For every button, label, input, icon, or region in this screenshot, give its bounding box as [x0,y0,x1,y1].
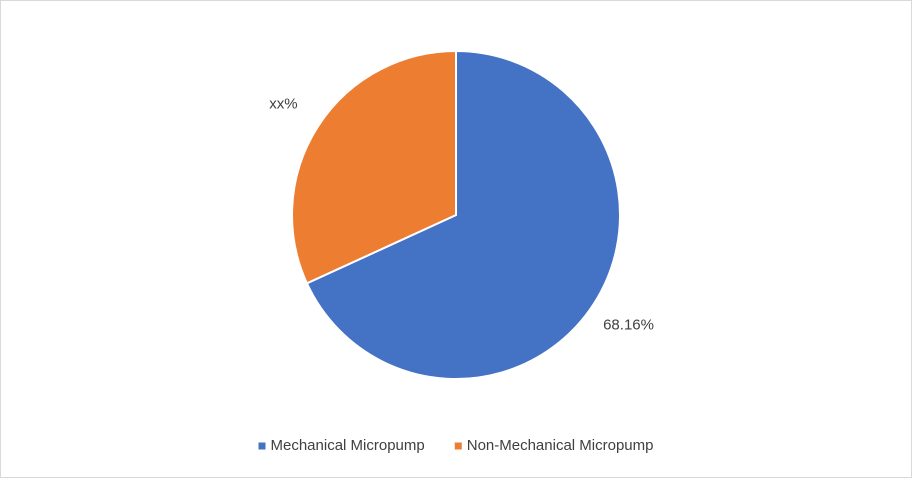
legend-label: Non-Mechanical Micropump [467,437,654,454]
legend-label: Mechanical Micropump [271,437,425,454]
pie-slice [291,49,457,285]
legend-swatch [454,442,462,450]
data-label: xx% [269,95,297,112]
legend-swatch [258,442,266,450]
pie-slice [305,49,621,380]
data-label: 68.16% [603,317,654,334]
